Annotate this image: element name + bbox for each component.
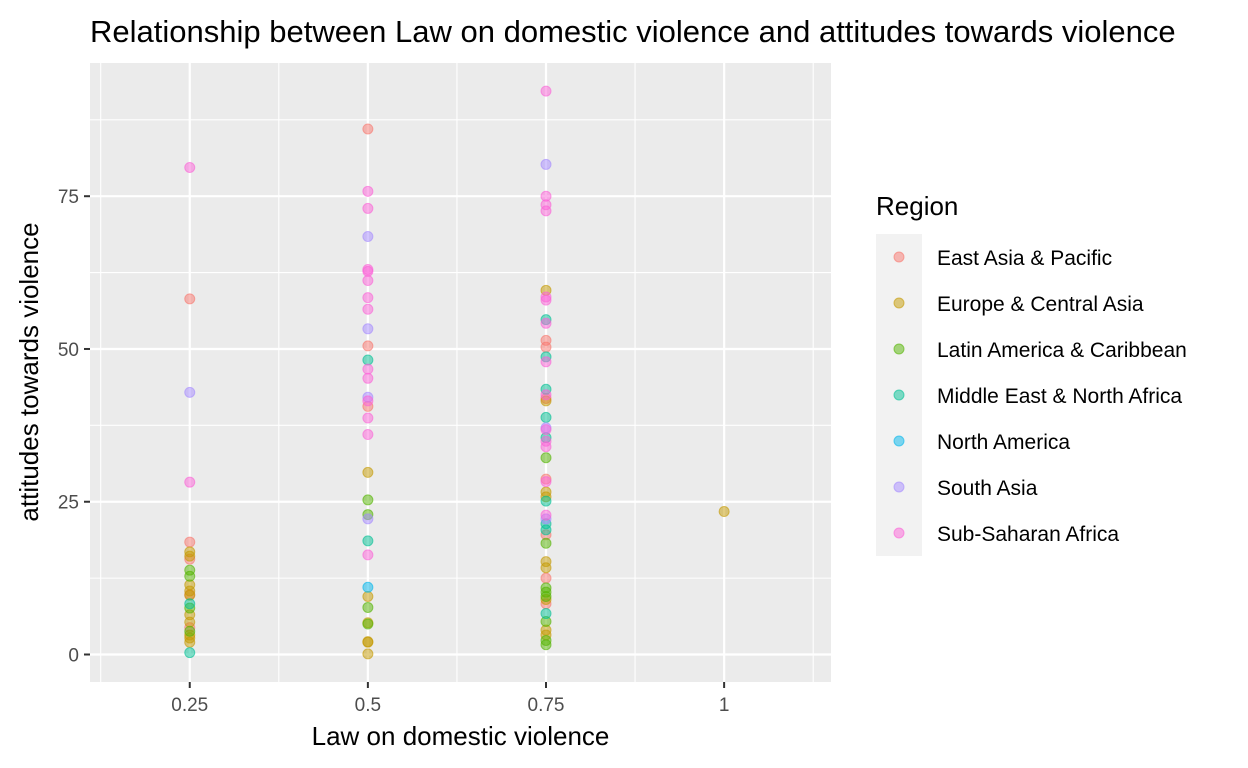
legend-title: Region — [876, 191, 958, 221]
data-point — [362, 340, 374, 352]
legend-label: South Asia — [937, 477, 1038, 500]
data-point — [362, 265, 374, 277]
x-tick-label: 0.25 — [171, 695, 208, 716]
y-tick-label: 25 — [58, 493, 79, 514]
y-axis-title: attitudes towards violence — [14, 222, 44, 521]
data-point — [540, 537, 552, 549]
data-point — [362, 601, 374, 613]
y-tick-label: 0 — [68, 646, 79, 667]
legend-label: Europe & Central Asia — [937, 293, 1144, 316]
data-point — [362, 323, 374, 335]
x-tick-label: 0.5 — [355, 695, 381, 716]
data-point — [540, 424, 552, 436]
data-point — [540, 158, 552, 170]
data-point — [184, 293, 196, 305]
data-point — [362, 513, 374, 525]
data-point — [540, 452, 552, 464]
data-point — [362, 185, 374, 197]
data-point — [540, 294, 552, 306]
data-point — [362, 275, 374, 287]
data-point — [540, 356, 552, 368]
data-point — [540, 572, 552, 584]
data-point — [184, 550, 196, 562]
data-point — [540, 524, 552, 536]
plot-panel — [90, 63, 831, 682]
data-point — [362, 395, 374, 407]
data-point — [362, 466, 374, 478]
data-point — [540, 509, 552, 521]
data-point — [540, 608, 552, 620]
data-point — [540, 441, 552, 453]
data-point — [362, 494, 374, 506]
y-tick-label: 50 — [58, 340, 79, 361]
data-point — [540, 341, 552, 353]
data-point — [540, 85, 552, 97]
data-points — [184, 85, 730, 660]
data-point — [540, 317, 552, 329]
data-point — [362, 429, 374, 441]
legend-label: East Asia & Pacific — [937, 247, 1112, 270]
data-point — [362, 292, 374, 304]
data-point — [540, 389, 552, 401]
data-point — [540, 495, 552, 507]
data-point — [362, 372, 374, 384]
data-point — [362, 549, 374, 561]
data-point — [184, 625, 196, 637]
data-point — [718, 506, 730, 518]
data-point — [540, 411, 552, 423]
data-point — [362, 202, 374, 214]
data-point — [184, 616, 196, 628]
data-point — [362, 636, 374, 648]
data-point — [184, 386, 196, 398]
data-point — [184, 636, 196, 648]
data-point — [362, 581, 374, 593]
legend-label: Sub-Saharan Africa — [937, 523, 1119, 546]
data-point — [184, 536, 196, 548]
data-point — [362, 648, 374, 660]
x-axis-title: Law on domestic violence — [312, 721, 610, 751]
data-point — [362, 412, 374, 424]
legend-key-marker — [893, 527, 905, 539]
data-point — [540, 590, 552, 602]
data-point — [184, 570, 196, 582]
legend-label: North America — [937, 431, 1070, 454]
data-point — [184, 598, 196, 610]
data-point — [540, 562, 552, 574]
data-point — [184, 161, 196, 173]
legend: Region East Asia & Pacific Europe & Centra… — [876, 191, 1187, 556]
data-point — [362, 618, 374, 630]
legend-key-marker — [893, 389, 905, 401]
y-tick-label: 75 — [58, 187, 79, 208]
data-point — [362, 363, 374, 375]
data-point — [362, 354, 374, 366]
axes: 0.25 0.5 0.75 1 0 25 50 75 — [58, 187, 730, 716]
legend-label: Middle East & North Africa — [937, 385, 1182, 408]
data-point — [540, 476, 552, 488]
x-tick-label: 0.75 — [528, 695, 565, 716]
data-point — [540, 205, 552, 217]
legend-label: Latin America & Caribbean — [937, 339, 1187, 362]
data-point — [362, 590, 374, 602]
legend-key-marker — [893, 251, 905, 263]
data-point — [540, 639, 552, 651]
legend-key-marker — [893, 297, 905, 309]
data-point — [184, 647, 196, 659]
legend-key-marker — [893, 343, 905, 355]
chart-title: Relationship between Law on domestic vio… — [90, 14, 1176, 49]
legend-key-marker — [893, 481, 905, 493]
x-tick-label: 1 — [719, 695, 730, 716]
data-point — [362, 535, 374, 547]
legend-key-marker — [893, 435, 905, 447]
data-point — [362, 303, 374, 315]
data-point — [362, 123, 374, 135]
data-point — [184, 476, 196, 488]
data-point — [362, 231, 374, 243]
